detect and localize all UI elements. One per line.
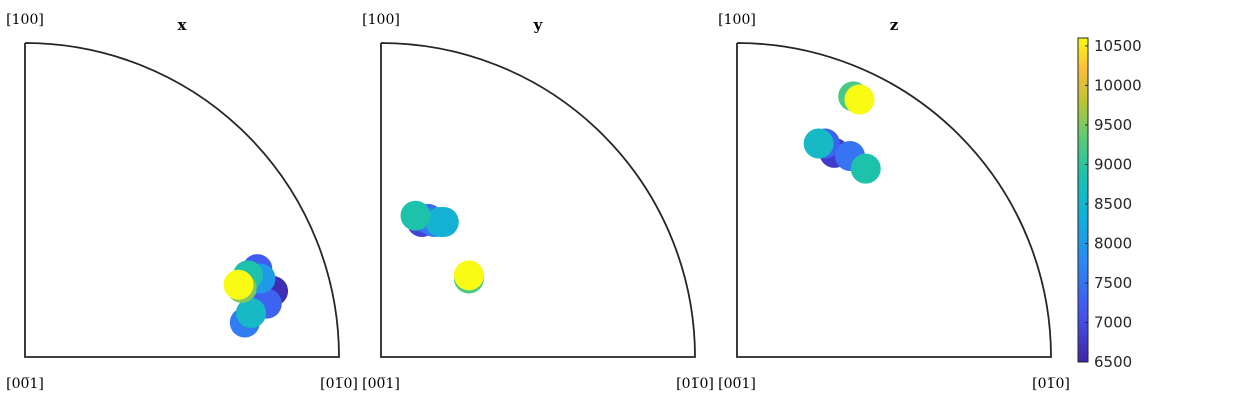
axis-label-bottom-left: [00̅1] <box>362 376 400 392</box>
sector-outline <box>736 42 1052 358</box>
axis-label-top: [100] <box>718 12 756 28</box>
colorbar: 6500 7000 7500 8000 8500 9000 9500 10000 10500 <box>1077 37 1142 371</box>
data-point <box>400 200 431 231</box>
colorbar-tick-label: 7000 <box>1094 313 1132 331</box>
colorbar-tick-label: 9500 <box>1094 116 1132 134</box>
data-point <box>236 298 267 329</box>
colorbar-scale <box>1077 37 1089 363</box>
axis-label-bottom-left: [00̅1] <box>718 376 756 392</box>
axis-label-bottom-right: [01̅0] <box>1032 376 1070 392</box>
axis-label-top: [100] <box>362 12 400 28</box>
data-point <box>803 128 834 159</box>
plot-title: y <box>533 16 544 34</box>
colorbar-tick-label: 8500 <box>1094 195 1132 213</box>
axis-label-bottom-right: [01̅0] <box>320 376 358 392</box>
colorbar-tick-label: 6500 <box>1094 353 1132 371</box>
axis-label-top: [100] <box>6 12 44 28</box>
colorbar-tick-label: 9000 <box>1094 155 1132 173</box>
sector-outline <box>24 42 340 358</box>
colorbar-tick-label: 10000 <box>1094 76 1142 94</box>
data-point <box>428 206 459 237</box>
colorbar-tick-label: 7500 <box>1094 274 1132 292</box>
data-point <box>850 153 881 184</box>
colorbar-tick-label: 8000 <box>1094 234 1132 252</box>
pole-figure-z: z [100] [00̅1] [01̅0] <box>718 12 1070 392</box>
data-point <box>223 269 254 300</box>
pole-figure-y: y [100] [00̅1] [01̅0] <box>362 12 714 392</box>
sector-outline <box>380 42 696 358</box>
pole-figure-x: x [100] [00̅1] [01̅0] <box>6 12 358 392</box>
data-point <box>453 260 484 291</box>
axis-label-bottom-left: [00̅1] <box>6 376 44 392</box>
plot-title: z <box>890 16 899 34</box>
plot-title: x <box>178 16 188 34</box>
axis-label-bottom-right: [01̅0] <box>676 376 714 392</box>
data-point <box>844 84 875 115</box>
colorbar-tick-label: 10500 <box>1094 37 1142 55</box>
